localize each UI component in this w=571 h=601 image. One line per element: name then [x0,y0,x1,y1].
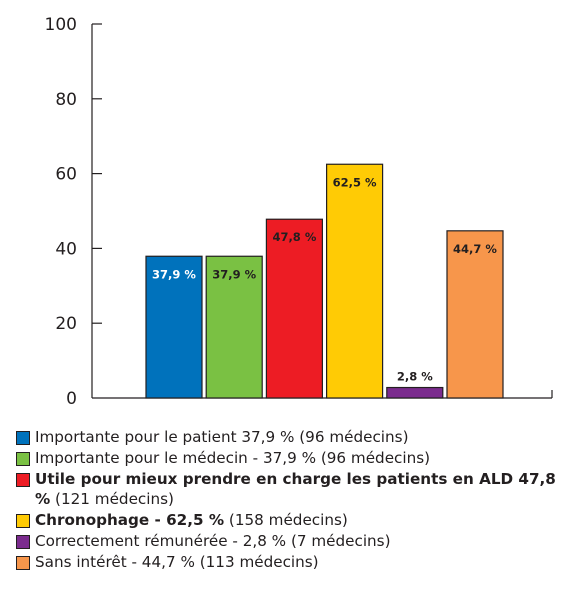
legend-item-importante-patient: Importante pour le patient 37,9 % (96 mé… [16,427,566,448]
bar [386,386,444,399]
bar [326,163,384,399]
bar-value-label: 44,7 % [453,242,497,256]
legend-item-utile-ald: Utile pour mieux prendre en charge les p… [16,469,566,511]
y-tick-label: 100 [45,15,77,35]
bar-value-label: 47,8 % [272,230,316,244]
legend-swatch [16,555,30,570]
y-tick-label: 80 [55,90,77,110]
legend-swatch [16,534,30,549]
legend-swatch [16,472,30,487]
y-tick-label: 40 [55,239,77,259]
data-labels: 37,9 % 37,9 % 47,8 % 62,5 % 2,8 % 44,7 % [152,175,497,383]
legend-text: Importante pour le patient 37,9 % (96 mé… [35,428,409,446]
bar-value-label: 62,5 % [333,175,377,189]
legend-bold-text: Utile pour mieux prendre en charge les p… [35,469,556,509]
legend: Importante pour le patient 37,9 % (96 mé… [16,427,566,573]
legend-swatch [16,431,30,445]
y-tick-label: 60 [55,165,77,185]
legend-text: Correctement rémunérée - 2,8 % (7 médeci… [35,531,391,550]
legend-bold-text: Chronophage - 62,5 % [35,511,225,530]
bar [265,218,323,399]
legend-text: (158 médecins) [224,511,348,530]
legend-item-chronophage: Chronophage - 62,5 % (158 médecins) [16,510,566,531]
legend-item-importante-medecin: Importante pour le médecin - 37,9 % (96 … [16,448,566,469]
legend-item-remuneree: Correctement rémunérée - 2,8 % (7 médeci… [16,531,566,552]
legend-swatch [16,514,30,529]
y-tick-label: 20 [55,314,77,334]
legend-text: (121 médecins) [50,490,174,509]
bar-value-label: 2,8 % [397,370,433,384]
bar-value-label: 37,9 % [152,267,196,281]
bar-value-label: 37,9 % [212,267,256,281]
legend-swatch [16,451,30,466]
bars [145,163,504,399]
bar [205,255,263,399]
legend-text: Sans intérêt - 44,7 % (113 médecins) [35,552,319,571]
bar-chart: 0 20 40 60 80 100 37,9 % 37,9 % 47,8 % 62,5 % 2,8… [45,15,553,409]
bar [145,255,203,399]
legend-text: Importante pour le médecin - 37,9 % (96 … [35,448,431,467]
bar [446,230,504,399]
y-ticks: 0 20 40 60 80 100 [45,15,102,409]
y-tick-label: 0 [66,389,77,409]
legend-item-sans-interet: Sans intérêt - 44,7 % (113 médecins) [16,552,566,573]
